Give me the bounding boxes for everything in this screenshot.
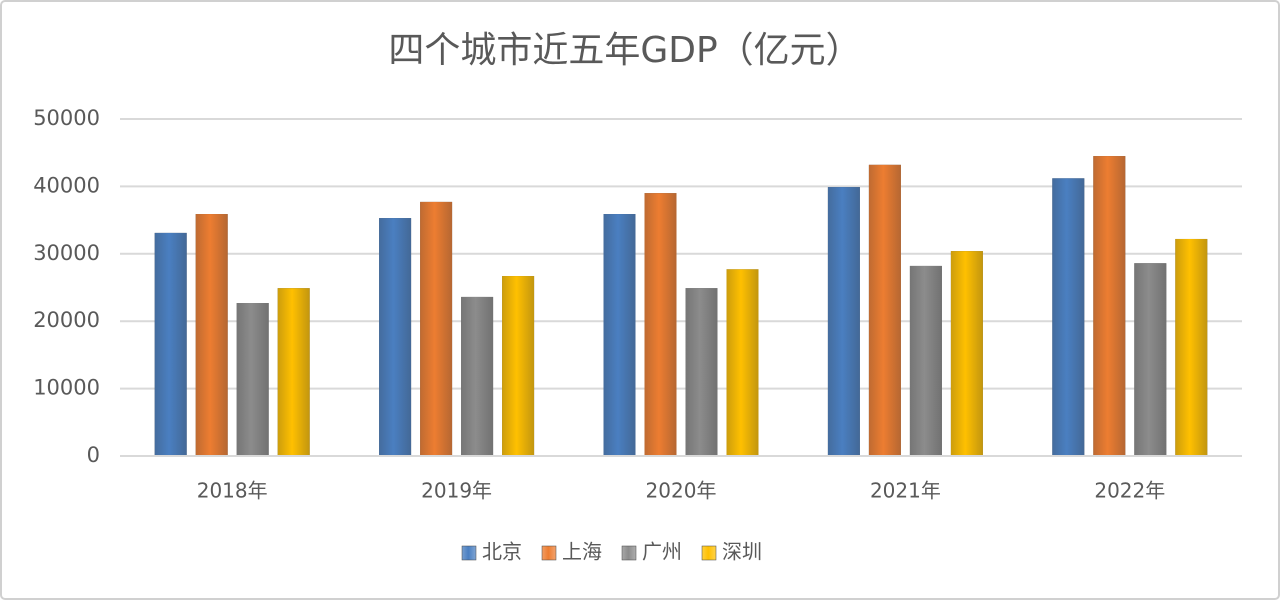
bar	[154, 232, 187, 456]
bar	[502, 276, 535, 456]
legend-swatch	[621, 545, 637, 561]
bar	[603, 214, 636, 456]
bar	[827, 187, 860, 456]
bar	[236, 303, 269, 456]
legend-label: 北京	[482, 540, 522, 564]
bar	[379, 218, 412, 456]
bar	[1093, 156, 1126, 456]
x-tick-label: 2021年	[870, 479, 941, 503]
bar	[1052, 178, 1085, 456]
y-tick-label: 20000	[33, 308, 100, 332]
y-tick-label: 30000	[33, 241, 100, 265]
y-tick-label: 0	[87, 443, 100, 467]
legend-swatch	[461, 545, 477, 561]
x-tick-label: 2020年	[646, 479, 717, 503]
bar	[868, 164, 901, 456]
bar	[950, 251, 983, 456]
y-tick-label: 40000	[33, 173, 100, 197]
y-tick-label: 50000	[33, 106, 100, 130]
bar	[277, 288, 310, 456]
bar	[644, 193, 677, 456]
x-tick-label: 2019年	[421, 479, 492, 503]
bar	[1134, 263, 1167, 456]
bar	[909, 265, 942, 456]
bar	[1175, 238, 1208, 456]
bar	[685, 288, 718, 456]
y-tick-label: 10000	[33, 376, 100, 400]
legend-label: 广州	[642, 540, 682, 564]
chart-title: 四个城市近五年GDP（亿元）	[388, 30, 861, 71]
bar	[461, 296, 494, 456]
x-tick-label: 2018年	[197, 479, 268, 503]
x-tick-label: 2022年	[1094, 479, 1165, 503]
bar	[420, 201, 453, 456]
legend-swatch	[541, 545, 557, 561]
bar	[195, 214, 228, 456]
bar	[726, 269, 759, 456]
legend-label: 深圳	[722, 540, 762, 564]
legend-label: 上海	[562, 540, 602, 564]
legend-swatch	[701, 545, 717, 561]
